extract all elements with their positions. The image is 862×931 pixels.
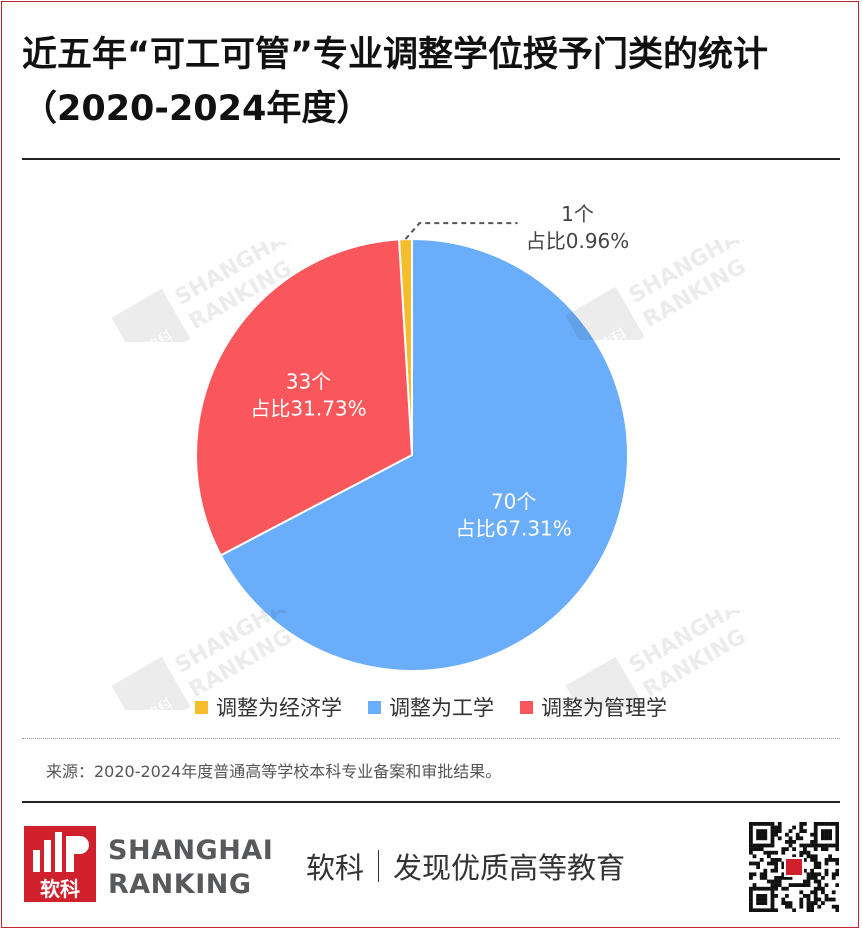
slice-engineering	[219, 237, 629, 672]
chart-title: 近五年“可工可管”专业调整学位授予门类的统计 （2020-2024年度）	[22, 28, 842, 136]
slice-management	[195, 238, 414, 557]
label-economics-count-label: 1个	[561, 202, 594, 226]
slogan: 软科 发现优质高等教育	[306, 845, 625, 887]
title-line-2: （2020-2024年度）	[22, 89, 372, 129]
leader-line-economics	[404, 222, 518, 240]
label-management-count-label: 33个	[286, 370, 331, 394]
brand-name: SHANGHAI RANKING	[108, 834, 273, 902]
shanghai-ranking-logo: 软科	[24, 826, 96, 902]
label-management-share-label: 占比31.73%	[250, 397, 366, 421]
source-divider	[22, 738, 840, 739]
title-line-1: 近五年“可工可管”专业调整学位授予门类的统计	[22, 35, 769, 75]
qr-code	[749, 822, 839, 912]
footer-divider	[22, 801, 840, 803]
slogan-brand: 软科	[306, 851, 365, 885]
slogan-text: 发现优质高等教育	[393, 851, 626, 885]
legend-item-management: 调整为管理学	[520, 692, 667, 722]
logo-text: 软科	[40, 877, 80, 901]
legend-swatch-economics	[195, 700, 208, 714]
legend-swatch-engineering	[368, 700, 381, 714]
legend-label-management: 调整为管理学	[541, 696, 667, 720]
title-divider	[22, 158, 840, 160]
legend-swatch-management	[520, 700, 533, 714]
legend-label-economics: 调整为经济学	[216, 696, 342, 720]
label-engineering-share-label: 占比67.31%	[456, 516, 572, 540]
legend-item-engineering: 调整为工学	[368, 692, 494, 722]
legend: 调整为经济学 调整为工学 调整为管理学	[0, 692, 862, 722]
slogan-separator	[378, 850, 380, 882]
qr-center-logo	[784, 857, 804, 877]
source-note: 来源：2020-2024年度普通高等学校本科专业备案和审批结果。	[46, 762, 502, 781]
brand-line-1: SHANGHAI	[108, 835, 274, 866]
legend-item-economics: 调整为经济学	[195, 692, 342, 722]
label-engineering-count-label: 70个	[491, 489, 536, 513]
legend-label-engineering: 调整为工学	[389, 696, 494, 720]
brand-line-2: RANKING	[108, 869, 252, 900]
label-economics-share-label: 占比0.96%	[526, 229, 630, 253]
